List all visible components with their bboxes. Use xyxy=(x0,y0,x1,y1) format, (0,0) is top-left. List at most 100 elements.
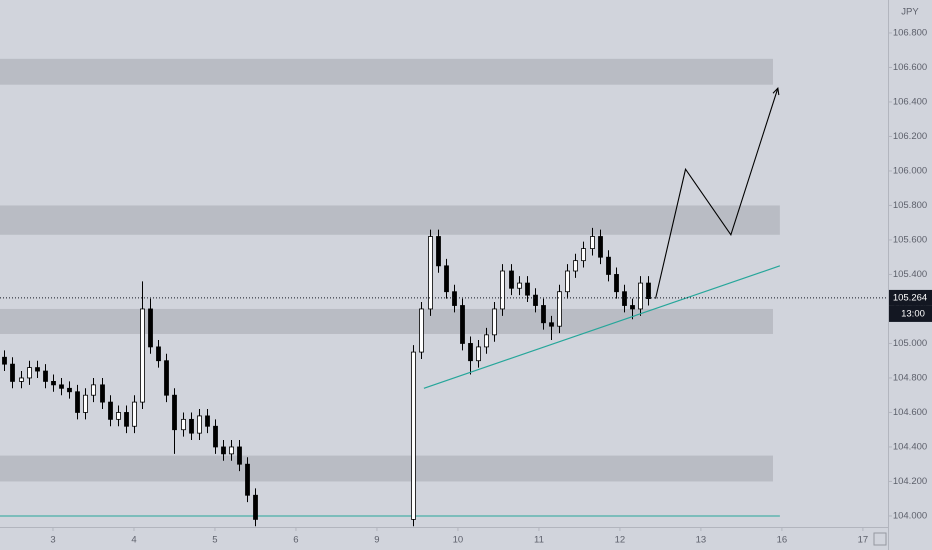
x-tick-label: 5 xyxy=(212,535,217,546)
y-tick-label: 106.800 xyxy=(893,27,927,38)
currency-label: JPY xyxy=(901,7,919,18)
zone xyxy=(0,205,780,235)
candle-body xyxy=(460,305,465,344)
candle-body xyxy=(10,363,15,382)
candle-body xyxy=(436,236,441,267)
candle-body xyxy=(91,384,96,396)
candle-body xyxy=(500,270,505,310)
candle-body xyxy=(197,415,202,434)
x-tick-label: 6 xyxy=(293,535,298,546)
x-tick-label: 4 xyxy=(131,535,136,546)
candle-body xyxy=(205,415,210,427)
y-tick-label: 104.000 xyxy=(893,510,927,521)
candle-body xyxy=(581,248,586,262)
y-tick-label: 104.800 xyxy=(893,372,927,383)
candle-body xyxy=(638,282,643,310)
candle-body xyxy=(43,370,48,382)
candle-body xyxy=(541,305,546,324)
y-tick-label: 106.000 xyxy=(893,165,927,176)
candle-body xyxy=(237,446,242,465)
candle-body xyxy=(19,377,24,382)
candle-body xyxy=(245,463,250,496)
candle-body xyxy=(557,291,562,327)
countdown-box xyxy=(889,305,932,322)
candle-body xyxy=(27,367,32,379)
y-tick-label: 104.200 xyxy=(893,476,927,487)
last-price-box xyxy=(889,289,932,306)
candle-body xyxy=(614,274,619,293)
y-tick-label: 105.800 xyxy=(893,200,927,211)
candle-body xyxy=(148,308,153,348)
candle-body xyxy=(492,308,497,336)
candle-body xyxy=(2,356,7,365)
candle-body xyxy=(622,291,627,306)
y-tick-label: 105.000 xyxy=(893,338,927,349)
trendline xyxy=(423,265,781,389)
candle-body xyxy=(444,265,449,293)
candle-body xyxy=(67,387,72,393)
candle-body xyxy=(132,401,137,427)
candle-body xyxy=(517,282,522,289)
candle-body xyxy=(51,381,56,386)
candle-body xyxy=(221,446,226,455)
candle-body xyxy=(156,346,161,362)
y-tick-label: 106.600 xyxy=(893,62,927,73)
candle-body xyxy=(116,412,121,420)
candle-body xyxy=(525,282,530,296)
candle-body xyxy=(411,351,416,520)
candle-body xyxy=(124,412,129,427)
candle-body xyxy=(484,334,489,348)
arrow-head xyxy=(772,86,780,96)
candle-body xyxy=(428,236,433,310)
candle-body xyxy=(630,305,635,310)
candle-body xyxy=(606,256,611,275)
candle-body xyxy=(452,291,457,306)
candle-body xyxy=(59,384,64,389)
projection-path xyxy=(655,87,779,299)
x-tick-label: 17 xyxy=(858,535,869,546)
candle-body xyxy=(509,270,514,289)
x-tick-label: 16 xyxy=(777,535,788,546)
y-tick-label: 106.200 xyxy=(893,131,927,142)
x-tick-label: 10 xyxy=(453,535,464,546)
x-tick-label: 13 xyxy=(696,535,707,546)
countdown-label: 13:00 xyxy=(901,308,925,319)
candle-body xyxy=(646,282,651,300)
candle-body xyxy=(565,270,570,293)
candle-body xyxy=(172,394,177,431)
candle-body xyxy=(164,360,169,396)
settings-icon[interactable] xyxy=(873,532,887,546)
candle-body xyxy=(140,308,145,403)
zone xyxy=(0,58,773,85)
candle-body xyxy=(419,308,424,353)
candle-body xyxy=(75,391,80,413)
candle-body xyxy=(213,425,218,448)
candle-body xyxy=(253,494,258,520)
candle-body xyxy=(100,384,105,403)
candle-body xyxy=(573,260,578,272)
candle-body xyxy=(533,294,538,306)
y-tick-label: 105.600 xyxy=(893,234,927,245)
candle-body xyxy=(598,236,603,258)
candle-body xyxy=(549,322,554,327)
candle-body xyxy=(35,367,40,372)
candle-body xyxy=(108,401,113,420)
candle-body xyxy=(468,343,473,362)
y-tick-label: 105.400 xyxy=(893,269,927,280)
candle-body xyxy=(189,418,194,434)
y-tick-label: 104.600 xyxy=(893,407,927,418)
x-tick-label: 3 xyxy=(50,535,55,546)
candle-body xyxy=(181,418,186,431)
last-price-label: 105.264 xyxy=(893,292,927,303)
x-tick-label: 11 xyxy=(534,535,544,546)
x-tick-label: 12 xyxy=(615,535,626,546)
y-tick-label: 106.400 xyxy=(893,96,927,107)
candle-body xyxy=(83,394,88,413)
y-tick-label: 104.400 xyxy=(893,441,927,452)
candle-body xyxy=(590,236,595,249)
x-tick-label: 9 xyxy=(374,535,379,546)
zone xyxy=(0,308,773,334)
candle-body xyxy=(229,446,234,455)
